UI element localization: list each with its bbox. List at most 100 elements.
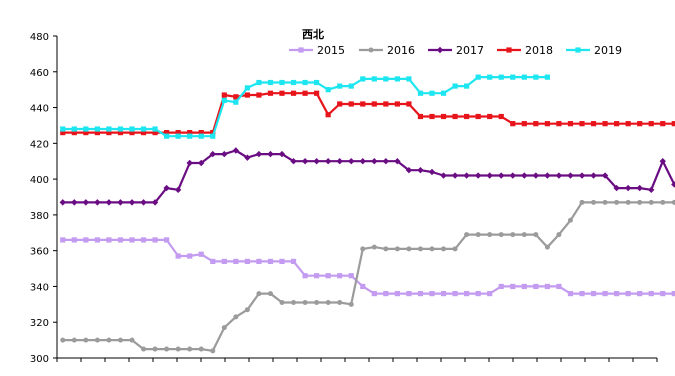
data-point <box>105 199 113 206</box>
y-tick-label: 360 <box>30 247 49 258</box>
data-point <box>451 172 459 179</box>
data-point <box>509 172 516 179</box>
data-point <box>648 121 654 127</box>
data-point <box>244 154 251 161</box>
data-point <box>556 232 562 238</box>
data-point <box>556 283 562 290</box>
data-point <box>164 130 170 136</box>
data-point <box>267 258 274 264</box>
data-point <box>71 199 78 206</box>
data-point <box>660 291 666 297</box>
data-point <box>152 237 158 243</box>
data-point <box>255 150 263 158</box>
data-point <box>440 172 447 179</box>
data-point <box>429 246 435 252</box>
data-point <box>440 113 447 120</box>
data-point <box>337 300 343 306</box>
data-point <box>614 291 620 297</box>
data-point <box>290 90 297 96</box>
data-point <box>175 253 181 259</box>
data-point <box>140 237 147 243</box>
series-line <box>62 149 675 204</box>
data-point <box>244 307 250 313</box>
data-point <box>486 172 493 179</box>
data-point <box>221 97 227 103</box>
data-point <box>406 246 412 252</box>
data-point <box>152 126 158 132</box>
data-point <box>106 126 112 132</box>
data-point <box>613 184 620 192</box>
data-point <box>313 158 320 165</box>
data-point <box>625 291 631 297</box>
data-point <box>298 47 304 53</box>
data-point <box>256 291 262 297</box>
data-point <box>60 130 66 136</box>
data-point <box>221 92 227 98</box>
data-point <box>198 130 204 136</box>
data-point <box>624 184 632 192</box>
data-point <box>244 92 250 98</box>
data-point <box>487 291 493 297</box>
data-point <box>210 133 216 139</box>
data-point <box>474 172 482 179</box>
data-point <box>637 199 643 205</box>
legend-item: 2017 <box>428 44 484 57</box>
data-point <box>221 325 227 331</box>
data-point <box>579 291 585 297</box>
data-point <box>498 74 504 80</box>
data-point <box>429 113 435 120</box>
data-point <box>140 199 147 206</box>
y-tick-label: 440 <box>30 104 49 115</box>
data-point <box>579 121 585 127</box>
data-point <box>590 172 597 179</box>
data-point <box>164 237 170 243</box>
data-point <box>371 158 378 165</box>
data-point <box>544 172 551 179</box>
y-tick-label: 320 <box>30 318 49 329</box>
data-point <box>544 244 550 250</box>
data-point <box>602 121 608 127</box>
legend-label: 2017 <box>456 44 484 57</box>
axes: 300 320 340 360 380 400 420 440 460 480 <box>30 32 658 365</box>
data-point <box>383 291 389 297</box>
data-point <box>302 79 308 86</box>
data-point <box>510 232 516 238</box>
data-point <box>532 172 540 179</box>
data-point <box>175 346 181 352</box>
data-point <box>302 300 308 306</box>
data-point <box>368 47 374 53</box>
data-point <box>83 337 89 343</box>
data-point <box>71 130 77 136</box>
series-line <box>62 75 548 138</box>
data-point <box>314 79 320 86</box>
series-2018 <box>60 90 675 136</box>
series-line <box>62 201 675 352</box>
data-point <box>394 246 400 252</box>
data-point <box>106 130 112 136</box>
data-point <box>544 74 550 80</box>
data-point <box>417 166 424 174</box>
data-point <box>614 121 620 127</box>
data-point <box>602 291 608 297</box>
data-point <box>279 90 285 96</box>
data-point <box>128 199 136 206</box>
data-point <box>614 199 620 205</box>
data-point <box>174 186 182 194</box>
data-point <box>267 291 273 297</box>
series-group <box>59 74 675 354</box>
data-point <box>463 172 470 179</box>
data-point <box>441 246 447 252</box>
data-point <box>187 346 193 352</box>
data-point <box>348 301 354 307</box>
data-point <box>575 47 581 53</box>
data-point <box>659 158 666 165</box>
series-2015 <box>60 237 675 297</box>
data-point <box>429 90 435 96</box>
data-point <box>256 79 262 86</box>
data-point <box>394 291 400 297</box>
data-point <box>278 150 286 158</box>
data-point <box>117 337 123 343</box>
y-tick-label: 480 <box>30 32 49 43</box>
data-point <box>152 346 158 352</box>
